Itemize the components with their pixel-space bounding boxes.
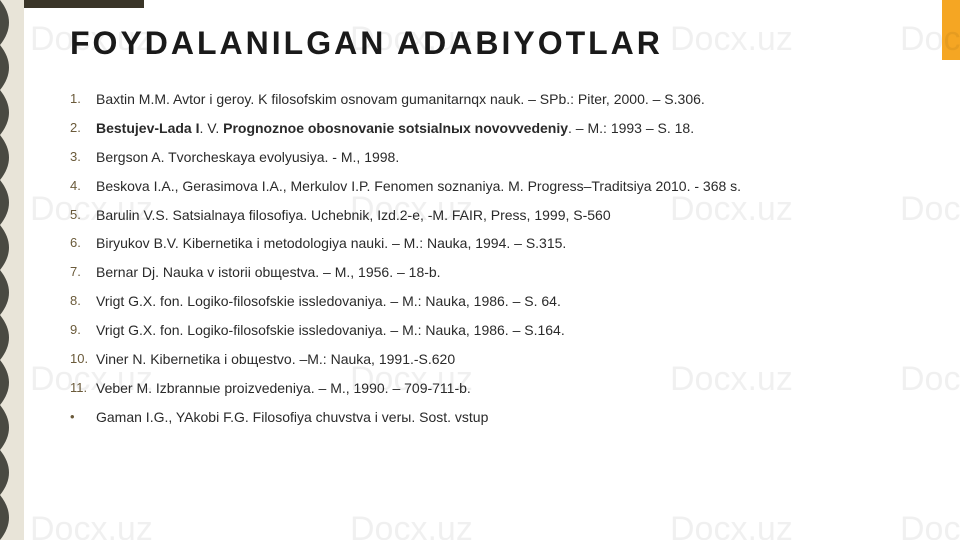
reference-item: Barulin V.S. Satsialnaya filosofiya. Uch… <box>70 206 920 225</box>
top-accent-bar-right <box>942 0 960 60</box>
reference-bold-segment: Prognoznoe obosnovanie sotsialnыx novovv… <box>223 120 568 136</box>
watermark-text: Docx.uz <box>30 510 153 540</box>
reference-item: Bernar Dj. Nauka v istorii obщestva. – M… <box>70 263 920 282</box>
watermark-text: Docx.uz <box>350 510 473 540</box>
reference-item: Bestujev-Lada I. V. Prognoznoe obosnovan… <box>70 119 920 138</box>
reference-item: Gaman I.G., YAkobi F.G. Filosofiya chuvs… <box>70 408 920 427</box>
reference-item: Veber M. Izbrannыe proizvedeniya. – M., … <box>70 379 920 398</box>
left-wave-decoration <box>0 0 24 540</box>
reference-item: Vrigt G.X. fon. Logiko-filosofskie issle… <box>70 321 920 340</box>
reference-item: Vrigt G.X. fon. Logiko-filosofskie issle… <box>70 292 920 311</box>
reference-item: Bergson A. Tvorcheskaya evolyusiya. - M.… <box>70 148 920 167</box>
watermark-text: Docx. <box>900 510 960 540</box>
reference-item: Viner N. Kibernetika i obщestvo. –M.: Na… <box>70 350 920 369</box>
reference-bold-segment: Bestujev-Lada I <box>96 120 199 136</box>
slide-content: FOYDALANILGAN ADABIYOTLAR Baxtin M.M. Av… <box>70 25 920 437</box>
page-title: FOYDALANILGAN ADABIYOTLAR <box>70 25 920 62</box>
reference-item: Baxtin M.M. Avtor i geroy. K filosofskim… <box>70 90 920 109</box>
watermark-text: Docx.uz <box>670 510 793 540</box>
references-list: Baxtin M.M. Avtor i geroy. K filosofskim… <box>70 90 920 427</box>
top-accent-bar-left <box>24 0 144 8</box>
reference-item: Biryukov B.V. Kibernetika i metodologiya… <box>70 234 920 253</box>
reference-item: Beskova I.A., Gerasimova I.A., Merkulov … <box>70 177 920 196</box>
